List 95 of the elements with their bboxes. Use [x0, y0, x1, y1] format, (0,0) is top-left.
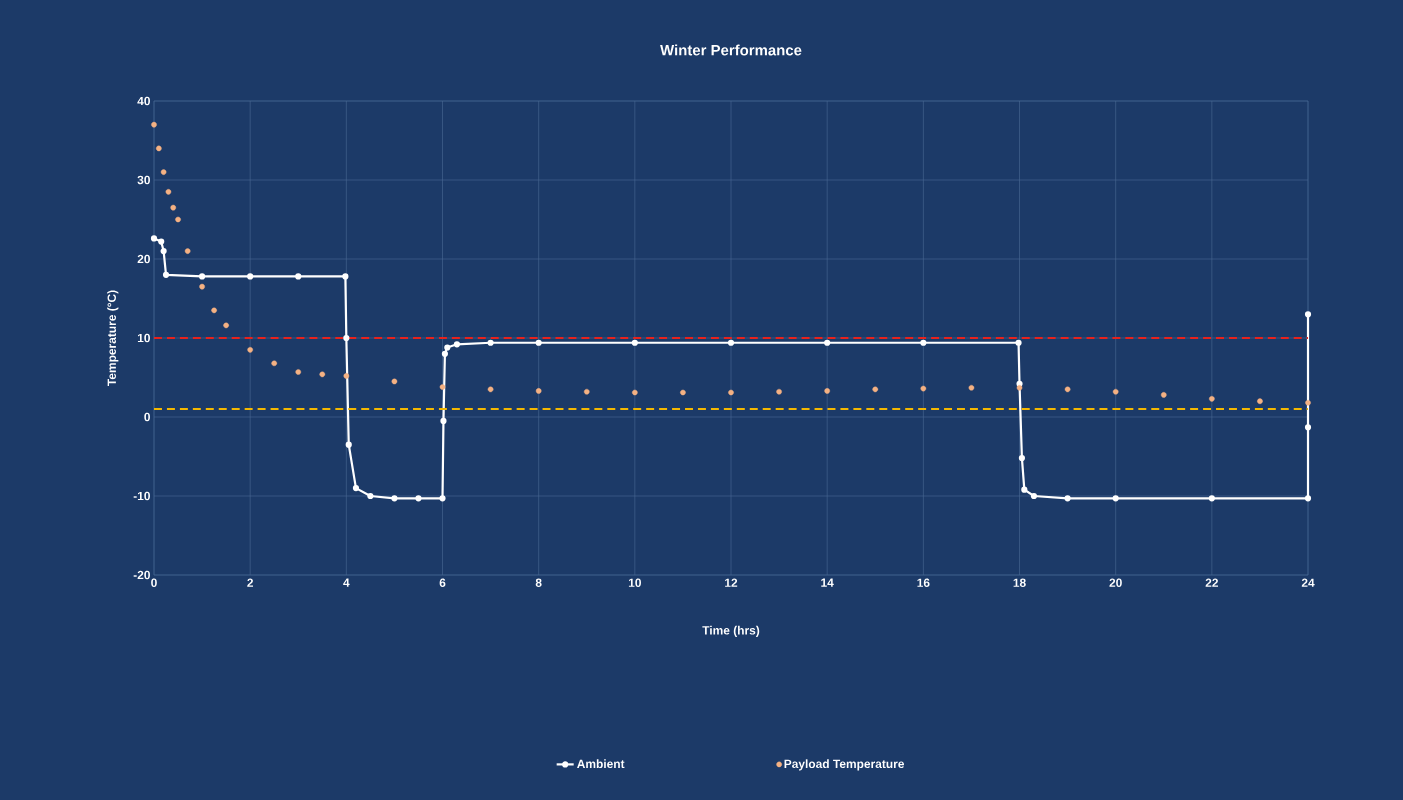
point — [824, 388, 830, 394]
point — [247, 273, 254, 280]
x-tick-label: 12 — [725, 578, 738, 587]
point — [487, 386, 494, 393]
y-tick-label: 40 — [137, 96, 150, 106]
point — [920, 385, 927, 392]
point — [1015, 339, 1022, 346]
point — [968, 384, 975, 391]
y-tick-label: 30 — [137, 175, 150, 185]
point — [1304, 495, 1312, 502]
x-axis-title: Time (hrs) — [702, 625, 760, 637]
chart-title: Winter Performance — [660, 44, 802, 56]
point — [391, 378, 398, 385]
point — [160, 169, 167, 175]
point — [1112, 388, 1119, 395]
point — [680, 389, 686, 396]
y-axis-title: Temperature (°C) — [107, 290, 119, 386]
point — [535, 339, 542, 346]
point — [583, 388, 590, 395]
x-tick-label: 4 — [343, 578, 350, 587]
point — [247, 347, 253, 353]
point — [319, 371, 326, 378]
x-tick-label: 14 — [821, 578, 834, 587]
point — [1018, 454, 1026, 462]
point — [631, 339, 638, 346]
point — [439, 384, 446, 390]
point — [343, 373, 350, 379]
point — [1016, 384, 1023, 391]
point — [1064, 386, 1071, 393]
point — [342, 273, 349, 280]
point — [776, 388, 782, 395]
point — [1257, 398, 1263, 404]
point — [345, 441, 352, 448]
point — [1305, 399, 1311, 406]
point — [165, 189, 172, 195]
point — [632, 389, 638, 396]
point — [156, 145, 162, 152]
point — [295, 369, 302, 375]
point — [170, 204, 177, 211]
point — [535, 388, 542, 394]
point — [444, 344, 451, 351]
y-tick-label: 10 — [137, 333, 150, 343]
point — [440, 417, 447, 425]
point — [1064, 495, 1071, 502]
y-tick-label: -20 — [133, 570, 150, 580]
point — [415, 495, 422, 502]
point — [184, 248, 191, 254]
point — [391, 495, 398, 502]
point — [295, 273, 302, 280]
y-tick-label: 0 — [144, 412, 150, 422]
point — [728, 389, 734, 396]
point — [487, 339, 494, 346]
point — [727, 339, 735, 346]
legend-label: Ambient — [577, 759, 625, 769]
y-tick-label: 20 — [137, 254, 150, 264]
point — [150, 235, 158, 242]
point — [920, 339, 927, 346]
point — [175, 216, 181, 223]
point — [1021, 486, 1028, 493]
point — [343, 334, 350, 342]
x-tick-label: 0 — [151, 578, 157, 587]
point — [439, 495, 446, 502]
point — [824, 339, 831, 346]
point — [162, 271, 170, 278]
point — [271, 360, 277, 367]
point — [198, 273, 206, 280]
x-tick-label: 2 — [247, 578, 254, 587]
point — [1209, 396, 1215, 402]
point — [1112, 495, 1119, 502]
x-tick-label: 20 — [1109, 578, 1122, 587]
point — [223, 322, 229, 329]
point — [211, 307, 217, 314]
legend-label: Payload Temperature — [784, 759, 905, 771]
point — [1160, 392, 1167, 398]
x-tick-label: 16 — [917, 578, 930, 587]
y-tick-label: -10 — [133, 491, 150, 501]
point — [158, 238, 165, 245]
point — [872, 386, 879, 393]
x-tick-label: 8 — [535, 578, 542, 587]
point — [441, 350, 448, 357]
point — [151, 121, 157, 128]
x-tick-label: 18 — [1013, 578, 1026, 587]
point — [352, 485, 360, 492]
point — [1030, 492, 1038, 500]
point — [1208, 495, 1215, 502]
point — [160, 248, 167, 255]
x-tick-label: 6 — [439, 578, 446, 587]
x-tick-label: 10 — [628, 578, 641, 587]
x-tick-label: 22 — [1205, 578, 1219, 587]
point — [1304, 424, 1312, 431]
point — [453, 341, 461, 348]
point — [199, 283, 205, 290]
point — [1304, 311, 1312, 318]
point — [367, 492, 374, 500]
x-tick-label: 24 — [1301, 578, 1315, 587]
